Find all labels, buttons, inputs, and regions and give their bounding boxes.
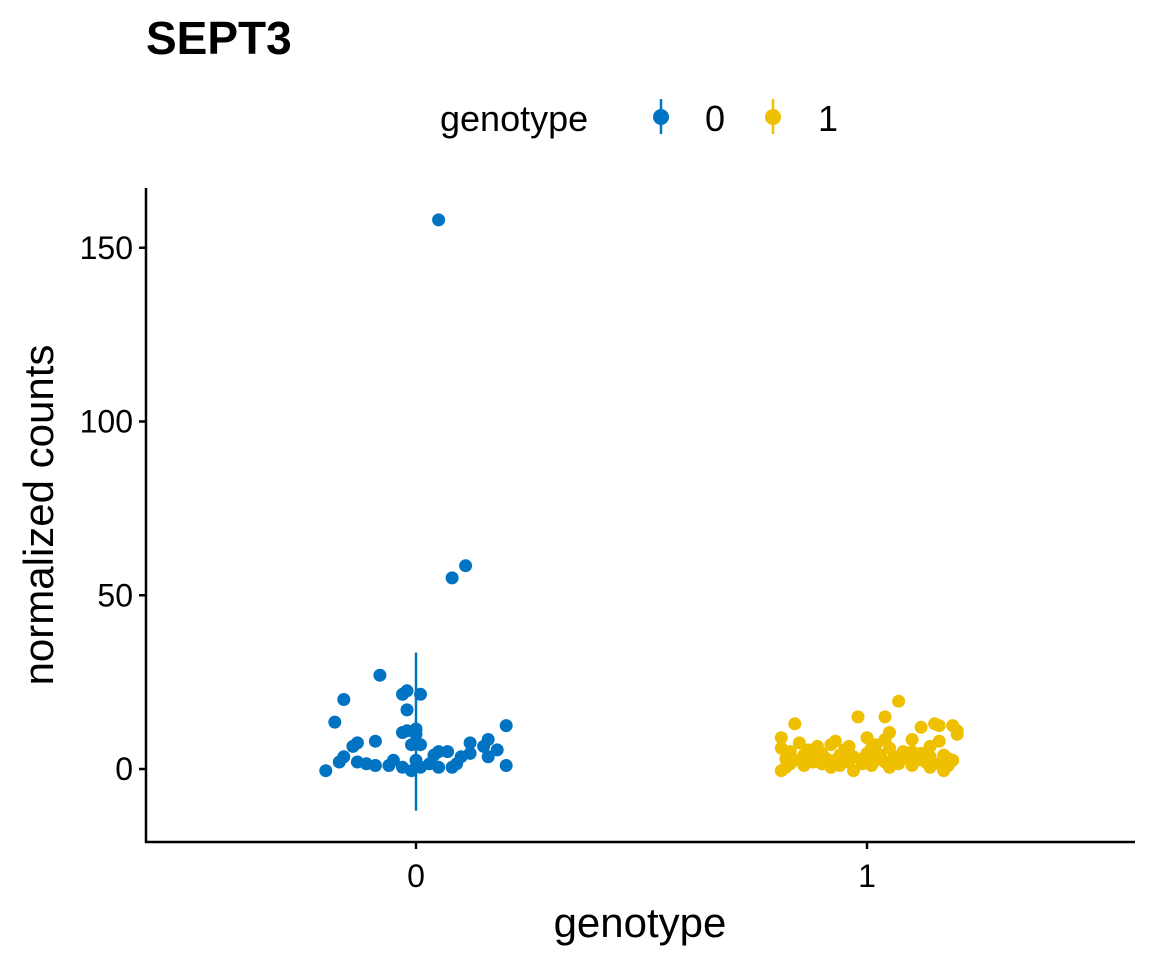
data-point-genotype-1 (865, 759, 878, 772)
data-point-genotype-0 (396, 726, 409, 739)
data-point-genotype-0 (499, 759, 513, 772)
y-tick-label: 50 (97, 577, 133, 613)
y-tick-label: 100 (80, 404, 133, 440)
data-point-genotype-0 (463, 736, 477, 750)
data-point-genotype-0 (319, 764, 333, 778)
data-points (319, 213, 964, 778)
data-point-genotype-0 (432, 760, 446, 774)
data-point-genotype-1 (914, 720, 928, 734)
data-point-genotype-0 (432, 213, 446, 227)
data-point-genotype-1 (905, 733, 919, 746)
data-point-genotype-0 (477, 739, 491, 753)
legend-key-point (765, 109, 781, 125)
data-point-genotype-0 (445, 571, 459, 585)
legend-label: 1 (818, 98, 838, 139)
data-point-genotype-0 (441, 745, 455, 759)
data-point-genotype-1 (883, 760, 896, 774)
y-axis-title: normalized counts (15, 345, 62, 686)
y-axis-ticks: 0 50 100 150 (80, 230, 146, 787)
data-point-genotype-0 (396, 687, 409, 701)
data-point-genotype-0 (382, 759, 396, 772)
data-point-genotype-1 (932, 719, 946, 733)
data-point-genotype-1 (923, 760, 937, 774)
data-point-genotype-0 (445, 760, 459, 774)
legend-key-point (653, 109, 669, 125)
data-point-genotype-0 (481, 750, 495, 764)
data-point-genotype-1 (878, 710, 892, 724)
x-tick-label: 1 (858, 858, 876, 894)
data-point-genotype-1 (851, 710, 865, 724)
x-axis-title: genotype (554, 899, 727, 946)
data-point-genotype-1 (847, 764, 860, 778)
data-point-genotype-0 (414, 687, 427, 701)
data-point-genotype-1 (774, 764, 788, 778)
data-point-genotype-1 (774, 731, 788, 745)
data-point-genotype-0 (368, 734, 382, 748)
data-point-genotype-1 (824, 738, 838, 752)
chart-title: SEPT3 (146, 12, 292, 64)
x-tick-label: 0 (407, 858, 425, 894)
data-point-genotype-0 (405, 738, 418, 752)
data-point-genotype-0 (409, 727, 423, 741)
data-point-genotype-0 (346, 739, 360, 753)
legend-title: genotype (440, 98, 588, 139)
data-point-genotype-0 (490, 743, 504, 757)
data-point-genotype-0 (400, 703, 414, 717)
data-point-genotype-0 (328, 715, 342, 729)
data-point-genotype-0 (373, 668, 387, 682)
data-point-genotype-0 (368, 759, 382, 772)
data-point-genotype-1 (905, 759, 919, 772)
data-point-genotype-1 (860, 731, 874, 745)
data-point-genotype-0 (332, 755, 346, 769)
legend-entry-1: 1 (765, 98, 838, 139)
plot-area (319, 213, 964, 811)
data-point-genotype-1 (797, 759, 811, 772)
data-point-genotype-1 (788, 717, 802, 731)
data-point-genotype-0 (405, 764, 418, 778)
data-point-genotype-1 (950, 727, 964, 741)
data-point-genotype-0 (337, 693, 351, 706)
data-point-genotype-1 (923, 739, 937, 753)
legend-entry-0: 0 (653, 98, 725, 139)
data-point-genotype-1 (892, 694, 906, 708)
data-point-genotype-1 (824, 760, 838, 774)
data-point-genotype-1 (937, 764, 951, 778)
legend-label: 0 (705, 98, 725, 139)
data-point-genotype-0 (459, 559, 473, 573)
data-point-genotype-0 (499, 719, 513, 733)
y-tick-label: 0 (115, 751, 133, 787)
data-point-genotype-1 (792, 736, 806, 750)
data-point-genotype-0 (414, 738, 427, 752)
y-tick-label: 150 (80, 230, 133, 266)
